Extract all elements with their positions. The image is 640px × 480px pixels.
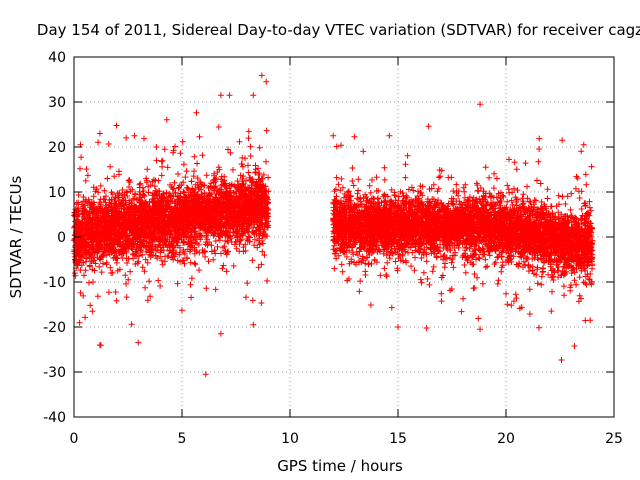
- chart-title: Day 154 of 2011, Sidereal Day-to-day VTE…: [37, 21, 640, 39]
- outlier-point: [250, 321, 257, 328]
- scatter-points: [71, 72, 596, 363]
- outlier-point: [587, 317, 594, 324]
- y-tick-label: 20: [48, 140, 66, 156]
- outlier-point: [131, 132, 138, 139]
- y-tick-label: -30: [43, 365, 66, 381]
- y-axis-title: SDTVAR / TECUs: [7, 175, 25, 298]
- y-tick-label: 30: [48, 95, 66, 111]
- outlier-point: [330, 132, 337, 139]
- outlier-point: [202, 371, 209, 378]
- x-tick-label: 0: [70, 431, 79, 447]
- y-tick-label: 40: [48, 50, 66, 66]
- x-tick-label: 15: [389, 431, 407, 447]
- outlier-point: [580, 141, 587, 148]
- y-tick-label: 0: [57, 230, 66, 246]
- y-tick-label: 10: [48, 185, 66, 201]
- data-points: [71, 72, 596, 378]
- outlier-point: [395, 324, 401, 330]
- x-axis-title: GPS time / hours: [277, 457, 403, 475]
- outlier-point: [386, 132, 393, 139]
- outlier-point: [477, 326, 484, 333]
- y-tick-label: -40: [43, 410, 66, 426]
- outlier-point: [263, 78, 270, 85]
- x-tick-label: 25: [605, 431, 623, 447]
- outlier-point: [217, 92, 224, 99]
- outlier-point: [226, 92, 233, 99]
- outlier-point: [250, 92, 257, 99]
- x-tick-label: 20: [497, 431, 515, 447]
- x-tick-label: 5: [178, 431, 187, 447]
- y-tick-label: -20: [43, 320, 66, 336]
- x-tick-label: 10: [281, 431, 299, 447]
- axis-ticks: -40 -30 -20 -10 0 10 20 30 40 0 5 10 15 20 25: [43, 50, 623, 447]
- outlier-point: [559, 137, 566, 144]
- outlier-point: [96, 130, 103, 137]
- y-tick-label: -10: [43, 275, 66, 291]
- outlier-point: [96, 342, 103, 348]
- outlier-point: [161, 146, 168, 153]
- outlier-point: [477, 101, 484, 108]
- outlier-point: [217, 330, 224, 337]
